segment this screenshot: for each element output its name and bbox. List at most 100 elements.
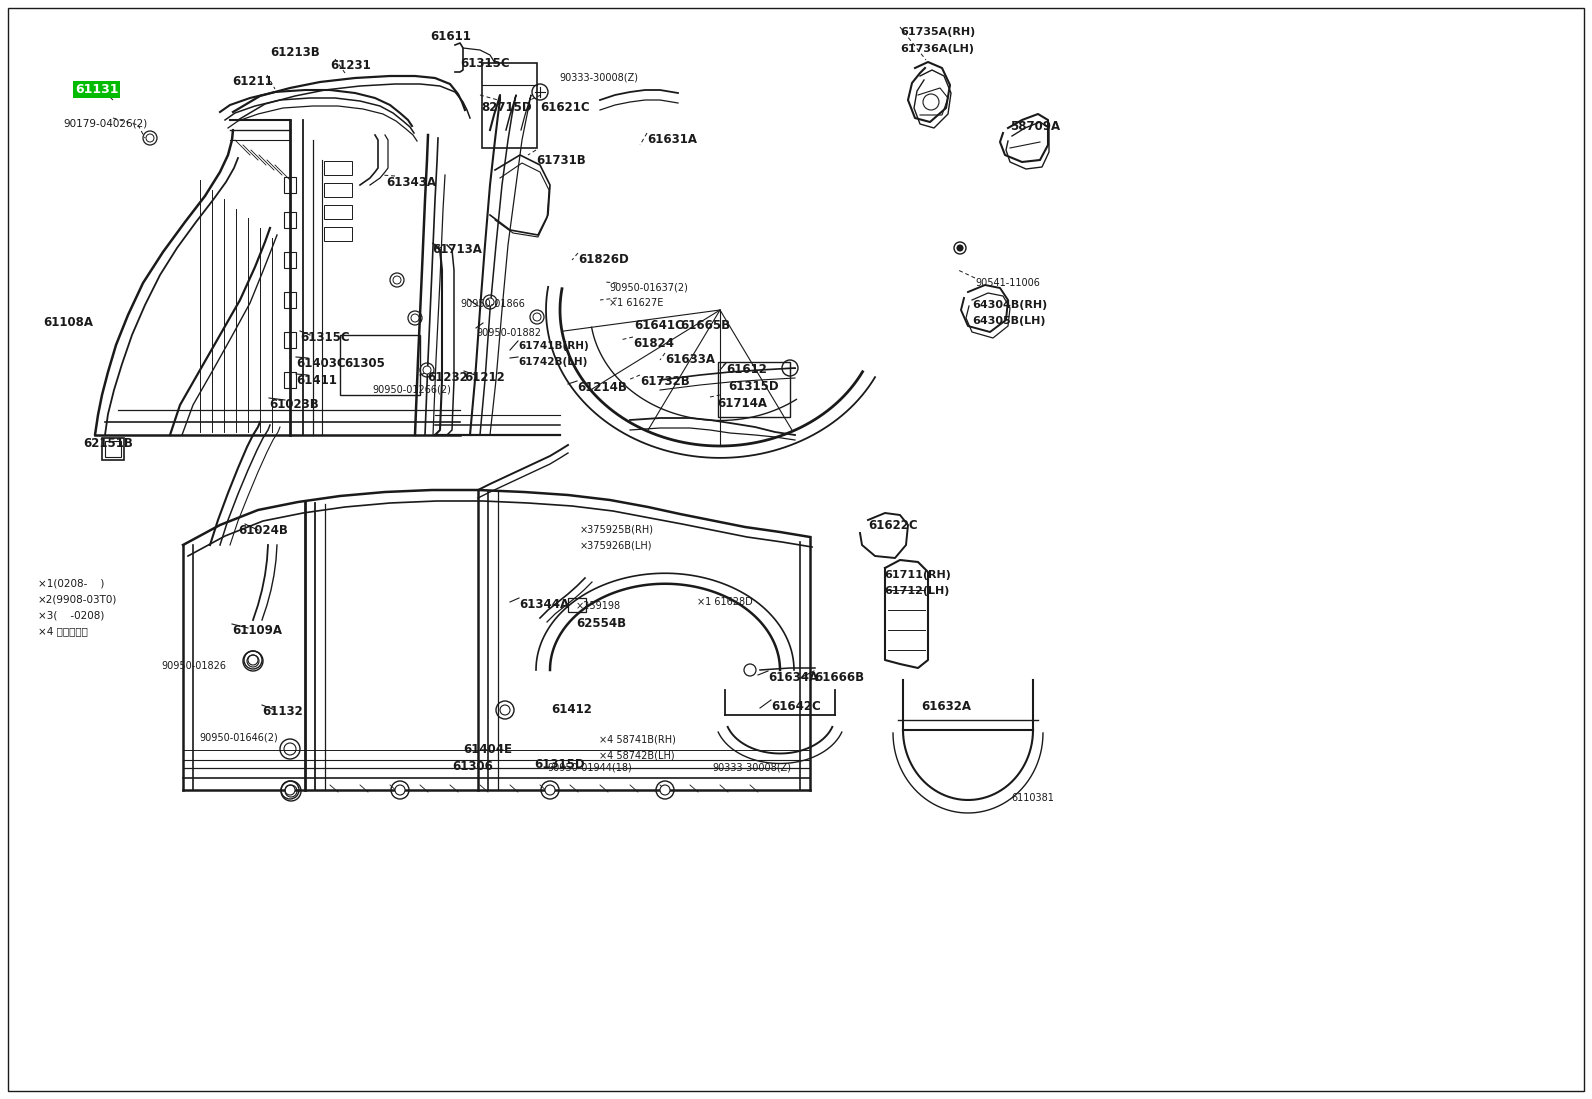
Text: 61231: 61231 [330, 59, 371, 73]
Text: 90950-01826: 90950-01826 [161, 660, 226, 671]
Text: 61132: 61132 [263, 704, 302, 718]
Bar [283, 177, 296, 193]
Text: 90950-01944(18): 90950-01944(18) [548, 763, 632, 773]
Text: ×3(    -0208): ×3( -0208) [38, 610, 105, 620]
Text: 61741B(RH): 61741B(RH) [517, 341, 589, 351]
Circle shape [544, 785, 556, 795]
Text: ×259198: ×259198 [576, 601, 621, 611]
Bar [718, 362, 790, 417]
Circle shape [393, 276, 401, 284]
Text: 90950-01882: 90950-01882 [476, 328, 541, 338]
Text: 61666B: 61666B [814, 671, 864, 684]
Text: 61612: 61612 [726, 363, 767, 376]
Text: 61742B(LH): 61742B(LH) [517, 357, 587, 367]
Text: 61315C: 61315C [299, 331, 350, 344]
Bar [341, 335, 420, 395]
Bar [283, 292, 296, 308]
Text: ×1(0208-    ): ×1(0208- ) [38, 578, 105, 588]
Text: 61632A: 61632A [922, 700, 971, 713]
Text: 61109A: 61109A [232, 624, 282, 637]
Circle shape [411, 314, 419, 322]
Text: 58709A: 58709A [1009, 120, 1060, 133]
Text: ×4 58741B(RH): ×4 58741B(RH) [599, 735, 677, 745]
Text: 61411: 61411 [296, 374, 338, 387]
Text: 61633A: 61633A [665, 353, 715, 366]
Text: 61711(RH): 61711(RH) [884, 570, 950, 580]
Text: 61826D: 61826D [578, 253, 629, 266]
Text: 61713A: 61713A [431, 243, 482, 256]
Text: 61131: 61131 [75, 84, 118, 96]
Text: 90950-01646(2): 90950-01646(2) [199, 733, 277, 743]
Bar [283, 371, 296, 388]
Circle shape [533, 313, 541, 321]
Text: 90541-11006: 90541-11006 [974, 278, 1040, 288]
Text: 61621C: 61621C [540, 101, 589, 114]
Circle shape [486, 298, 494, 306]
Text: ×375925B(RH): ×375925B(RH) [579, 524, 654, 534]
Bar [102, 439, 124, 460]
Text: 90950-01637(2): 90950-01637(2) [610, 284, 688, 293]
Text: ×2(9908-03T0): ×2(9908-03T0) [38, 593, 118, 604]
Bar [325, 206, 352, 219]
Text: 62151B: 62151B [83, 437, 132, 449]
Text: 61343A: 61343A [385, 176, 436, 189]
Text: 61305: 61305 [344, 357, 385, 370]
Text: 6110381: 6110381 [1011, 793, 1054, 803]
Circle shape [957, 245, 963, 251]
Text: 61212: 61212 [463, 371, 505, 384]
Circle shape [146, 134, 154, 142]
Circle shape [248, 655, 258, 665]
Text: 61824: 61824 [634, 337, 673, 349]
Text: 61108A: 61108A [43, 317, 92, 329]
Text: ×375926B(LH): ×375926B(LH) [579, 540, 653, 550]
Text: 64304B(RH): 64304B(RH) [973, 300, 1048, 310]
Text: 61403C: 61403C [296, 357, 345, 370]
Text: 90950-01266(2): 90950-01266(2) [373, 384, 451, 395]
Bar [283, 212, 296, 227]
Text: ×1 61628D: ×1 61628D [697, 597, 753, 607]
Text: 61736A(LH): 61736A(LH) [899, 44, 974, 54]
Text: 61315D: 61315D [533, 758, 584, 771]
Text: 61731B: 61731B [537, 154, 586, 167]
Text: 61735A(RH): 61735A(RH) [899, 27, 976, 37]
Text: 90950-01866: 90950-01866 [460, 299, 525, 309]
Bar [325, 227, 352, 241]
Bar [283, 252, 296, 268]
Text: 61412: 61412 [551, 703, 592, 717]
Text: ×1 61627E: ×1 61627E [610, 298, 664, 308]
Text: 61024B: 61024B [237, 524, 288, 537]
Text: ×4 58742B(LH): ×4 58742B(LH) [599, 751, 675, 761]
Circle shape [661, 785, 670, 795]
Circle shape [395, 785, 404, 795]
Text: 61213B: 61213B [271, 46, 320, 59]
Text: 61611: 61611 [430, 30, 471, 43]
Text: 90179-04026(2): 90179-04026(2) [64, 118, 146, 127]
Text: 61642C: 61642C [771, 700, 821, 713]
Text: 61344A: 61344A [519, 598, 568, 611]
Text: 90333-30008(Z): 90333-30008(Z) [559, 73, 638, 84]
Bar [105, 441, 121, 457]
Text: 82715D: 82715D [481, 101, 532, 114]
Text: 61714A: 61714A [716, 397, 767, 410]
Bar [482, 63, 537, 148]
Text: 61665B: 61665B [680, 319, 731, 332]
Text: 61622C: 61622C [868, 519, 917, 532]
Text: 61631A: 61631A [646, 133, 697, 146]
Bar [325, 184, 352, 197]
Text: 61641C: 61641C [634, 319, 683, 332]
Text: 61315C: 61315C [460, 57, 509, 70]
Bar [325, 160, 352, 175]
Text: 61214B: 61214B [576, 381, 627, 395]
Text: 61306: 61306 [452, 761, 494, 773]
Text: 61404E: 61404E [463, 743, 513, 756]
Text: 61232: 61232 [427, 371, 468, 384]
Text: 61023B: 61023B [269, 398, 318, 411]
Bar [283, 332, 296, 348]
Circle shape [423, 366, 431, 374]
Circle shape [285, 785, 295, 795]
Text: ×4 寒冷地仕様: ×4 寒冷地仕様 [38, 626, 88, 636]
Text: 62554B: 62554B [576, 617, 626, 630]
Text: 61211: 61211 [232, 75, 272, 88]
Circle shape [500, 704, 509, 715]
Text: 61315D: 61315D [728, 380, 778, 393]
